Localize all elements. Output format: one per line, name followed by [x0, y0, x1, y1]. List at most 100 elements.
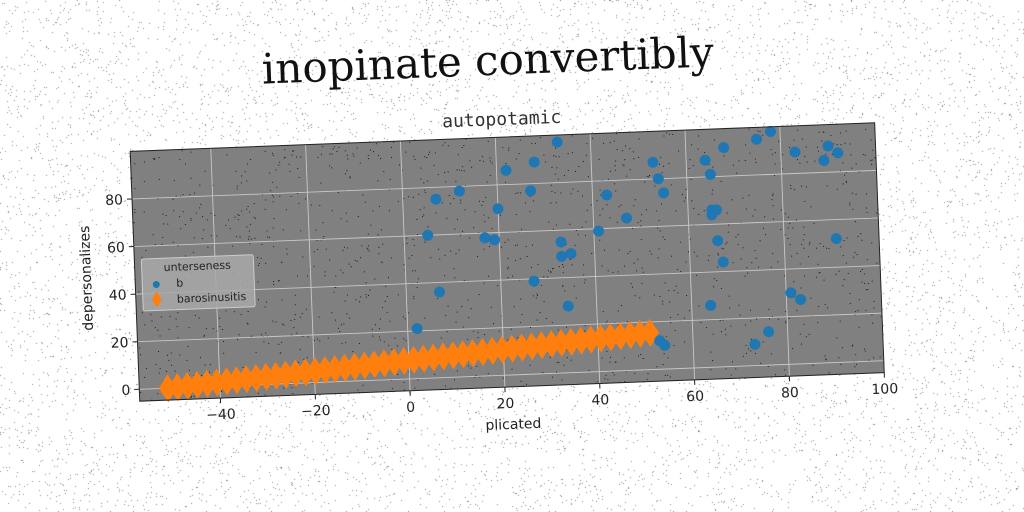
data-point-b: [411, 323, 423, 335]
data-point-barosinusitis: [552, 328, 571, 357]
x-tick-label: 60: [686, 389, 704, 406]
data-point-barosinusitis: [434, 342, 453, 371]
x-tick-label: 100: [871, 381, 898, 398]
data-layer: [158, 126, 844, 403]
y-tick-label: 60: [107, 240, 125, 257]
data-point-barosinusitis: [572, 326, 591, 355]
y-grid-line: [137, 312, 882, 343]
data-point-barosinusitis: [267, 361, 286, 390]
data-point-b: [647, 156, 659, 168]
data-point-barosinusitis: [454, 340, 473, 369]
x-grid-line: [779, 126, 790, 377]
x-grid-line: [684, 130, 695, 380]
data-point-barosinusitis: [473, 337, 492, 366]
data-point-b: [718, 142, 730, 154]
legend-label-barosinusitis: barosinusitis: [177, 290, 247, 306]
data-point-b: [832, 147, 844, 159]
data-point-barosinusitis: [424, 343, 443, 372]
data-point-barosinusitis: [631, 319, 650, 348]
x-tick-label: 40: [591, 392, 609, 409]
data-point-b: [433, 286, 445, 298]
y-tick-label: 20: [110, 335, 128, 352]
data-point-barosinusitis: [168, 373, 187, 402]
data-point-b: [659, 339, 671, 351]
data-point-barosinusitis: [227, 366, 246, 395]
data-point-barosinusitis: [296, 358, 315, 387]
legend: unterseness b barosinusitis: [140, 254, 256, 312]
x-grid-line: [399, 140, 411, 391]
data-point-barosinusitis: [385, 348, 404, 377]
data-point-b: [712, 235, 724, 247]
data-point-b: [717, 256, 729, 268]
data-point-barosinusitis: [463, 339, 482, 368]
x-axis-label: plicated: [485, 416, 542, 434]
data-point-barosinusitis: [326, 354, 345, 383]
data-point-b: [562, 300, 574, 312]
data-point-b: [430, 193, 442, 205]
legend-marker-b: [152, 280, 160, 288]
data-point-b: [658, 187, 670, 199]
data-point-barosinusitis: [355, 351, 374, 380]
data-point-barosinusitis: [237, 365, 256, 394]
data-point-b: [500, 164, 512, 176]
x-tick-label: 20: [496, 396, 514, 413]
data-point-b: [453, 185, 465, 197]
data-point-barosinusitis: [365, 350, 384, 379]
data-point-barosinusitis: [247, 364, 266, 393]
data-point-barosinusitis: [335, 353, 354, 382]
y-grid-line: [131, 169, 877, 200]
data-point-barosinusitis: [306, 357, 325, 386]
data-point-b: [751, 133, 763, 145]
x-tick-label: 0: [406, 400, 416, 416]
y-tick-label: 0: [121, 383, 131, 399]
data-point-b: [830, 233, 842, 245]
data-point-barosinusitis: [562, 327, 581, 356]
data-point-b: [528, 156, 540, 168]
x-tick-label: −40: [206, 407, 236, 424]
data-point-b: [699, 154, 711, 166]
plot-area: [130, 122, 885, 402]
data-point-b: [422, 229, 434, 241]
data-point-b: [795, 294, 807, 306]
y-axis-label: depersonalizes: [77, 225, 97, 331]
data-point-barosinusitis: [581, 325, 600, 354]
data-point-barosinusitis: [345, 352, 364, 381]
data-point-barosinusitis: [483, 336, 502, 365]
axis-ticks: −40 −20 0 20 40 60 80 100 0 20 40 60 80: [105, 192, 899, 424]
data-point-b: [556, 250, 568, 262]
data-point-b: [749, 338, 761, 350]
data-point-barosinusitis: [493, 335, 512, 364]
grid-lines: [131, 122, 885, 401]
data-point-barosinusitis: [414, 344, 433, 373]
x-tick-label: −20: [301, 403, 331, 420]
y-tick-label: 80: [105, 192, 123, 209]
x-grid-line: [305, 144, 316, 395]
data-point-barosinusitis: [188, 370, 207, 399]
data-point-b: [763, 326, 775, 338]
data-point-b: [621, 212, 633, 224]
data-point-b: [705, 299, 717, 311]
data-point-barosinusitis: [394, 347, 413, 376]
data-point-barosinusitis: [158, 374, 177, 403]
data-point-b: [528, 275, 540, 287]
data-point-barosinusitis: [375, 349, 394, 378]
data-point-barosinusitis: [286, 359, 305, 388]
y-tick-label: 40: [109, 287, 127, 304]
data-point-b: [706, 209, 718, 221]
data-point-barosinusitis: [316, 356, 335, 385]
data-point-barosinusitis: [621, 321, 640, 350]
data-point-b: [479, 232, 491, 244]
data-point-b: [822, 140, 834, 152]
data-point-barosinusitis: [198, 369, 217, 398]
legend-title: unterseness: [163, 259, 231, 275]
data-point-b: [764, 126, 776, 138]
data-point-barosinusitis: [503, 334, 522, 363]
data-point-b: [601, 189, 613, 201]
data-point-barosinusitis: [444, 341, 463, 370]
data-point-b: [488, 234, 500, 246]
data-point-barosinusitis: [257, 362, 276, 391]
data-point-b: [789, 146, 801, 158]
data-point-barosinusitis: [542, 330, 561, 359]
data-point-barosinusitis: [513, 333, 532, 362]
